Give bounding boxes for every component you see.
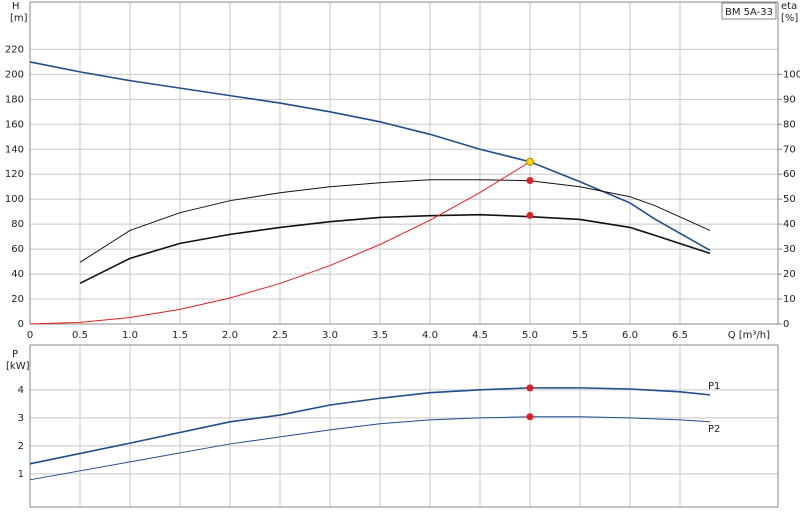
- y-tick-label: 60: [11, 244, 24, 255]
- y2-tick-label: 100: [783, 69, 800, 80]
- y-tick-label: 80: [11, 219, 24, 230]
- series-label: P2: [708, 424, 720, 435]
- curve: [29, 416, 711, 481]
- y2-tick-label: 70: [783, 144, 796, 155]
- title-box: [721, 2, 777, 20]
- y-tick-label: 2: [18, 441, 24, 452]
- y2-tick-label: 80: [783, 119, 796, 130]
- x-axis-label: Q [m³/h]: [728, 330, 770, 341]
- y-tick-label: 20: [11, 294, 24, 305]
- x-tick-label: 0: [27, 330, 33, 341]
- plot-frame: [29, 1, 779, 325]
- y2-axis-label: eta: [781, 1, 797, 12]
- y2-tick-label: 10: [783, 294, 796, 305]
- duty-point: [526, 384, 534, 392]
- y-tick-label: 3: [18, 413, 24, 424]
- x-tick-label: 1.0: [122, 330, 138, 341]
- x-tick-label: 5.5: [572, 330, 588, 341]
- y-tick-label: 140: [5, 144, 24, 155]
- x-tick-label: 1.5: [172, 330, 188, 341]
- y-tick-label: 120: [5, 169, 24, 180]
- curve: [29, 61, 711, 252]
- curve: [79, 179, 711, 263]
- chart-title: BM 5A-33: [725, 7, 773, 18]
- x-tick-label: 5.0: [522, 330, 538, 341]
- duty-point: [526, 211, 534, 219]
- duty-point: [526, 157, 534, 166]
- y-tick-label: 200: [5, 69, 24, 80]
- x-tick-label: 2.0: [222, 330, 238, 341]
- y-axis-label: H: [12, 1, 20, 12]
- curve: [29, 387, 711, 465]
- y2-tick-label: 90: [783, 94, 796, 105]
- series-label: P1: [708, 381, 720, 392]
- y2-tick-label: 60: [783, 169, 796, 180]
- y-tick-label: 100: [5, 194, 24, 205]
- y2-tick-label: 0: [783, 319, 789, 330]
- y2-tick-label: 30: [783, 244, 796, 255]
- y-tick-label: 0: [18, 319, 24, 330]
- x-tick-label: 0.5: [72, 330, 88, 341]
- y-tick-label: 180: [5, 94, 24, 105]
- y2-tick-label: 40: [783, 219, 796, 230]
- x-tick-label: 4.5: [472, 330, 488, 341]
- x-tick-label: 3.0: [322, 330, 338, 341]
- y2-tick-label: 20: [783, 269, 796, 280]
- y2-axis-unit: [%]: [781, 13, 798, 24]
- y-tick-label: 40: [11, 269, 24, 280]
- duty-point: [526, 176, 534, 184]
- y-axis-unit: [m]: [10, 13, 28, 24]
- y-tick-label: 220: [5, 44, 24, 55]
- y-tick-label: 4: [18, 385, 24, 396]
- x-tick-label: 2.5: [272, 330, 288, 341]
- curve: [29, 161, 531, 325]
- x-tick-label: 6.5: [672, 330, 688, 341]
- y2-tick-label: 50: [783, 194, 796, 205]
- y-axis-unit: [kW]: [6, 361, 30, 372]
- duty-point: [526, 413, 534, 421]
- curve: [79, 213, 711, 285]
- x-tick-label: 3.5: [372, 330, 388, 341]
- y-tick-label: 1: [18, 469, 24, 480]
- x-tick-label: 4.0: [422, 330, 438, 341]
- y-tick-label: 160: [5, 119, 24, 130]
- y-axis-label: P: [12, 349, 18, 360]
- plot-frame: [29, 344, 779, 508]
- x-tick-label: 6.0: [622, 330, 638, 341]
